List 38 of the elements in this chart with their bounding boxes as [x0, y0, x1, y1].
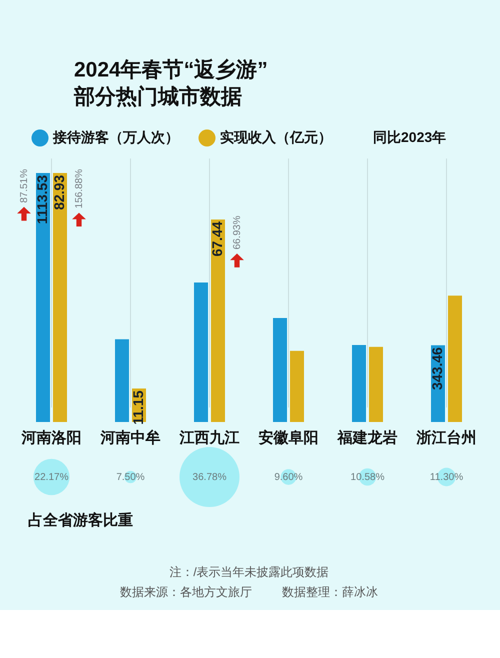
bar	[448, 296, 462, 422]
data-label: 36.78%	[192, 472, 227, 483]
data-label: 22.17%	[34, 472, 69, 483]
chart-title: 2024年春节“返乡游” 部分热门城市数据	[73, 57, 268, 108]
x-tick-label: 河南洛阳	[20, 430, 82, 446]
text: 数据整理：薛冰冰	[282, 585, 378, 599]
source-note: 数据来源：各地方文旅厅	[120, 585, 252, 599]
annotation: 66.93%	[232, 216, 243, 250]
bar	[53, 173, 67, 422]
bar	[273, 318, 287, 422]
bar	[115, 339, 129, 422]
bar	[352, 344, 366, 422]
bar	[211, 220, 225, 422]
data-label: 11.30%	[430, 472, 464, 483]
bar	[36, 173, 50, 422]
x-tick-label: 浙江台州	[416, 430, 476, 446]
annotation: 87.51%	[19, 168, 30, 203]
data-label: 82.93	[51, 174, 67, 210]
text: 占全省游客比重	[28, 511, 133, 529]
text: 同比2023年	[373, 129, 446, 145]
x-tick-label: 江西九江	[178, 430, 240, 446]
annotation: 156.88%	[74, 168, 85, 208]
bar	[290, 350, 304, 422]
x-tick-label: 安徽阜阳	[258, 428, 318, 446]
data-label: 10.58%	[350, 472, 385, 483]
data-label: 7.50%	[116, 472, 145, 483]
data-label: 11.15	[130, 390, 146, 425]
data-label: 343.46	[429, 346, 445, 390]
data-label: 9.60%	[274, 472, 303, 483]
data-label: 67.44	[209, 221, 225, 257]
legend-label: 接待游客（万人次）	[52, 129, 179, 145]
data-label: 1113.53	[34, 174, 50, 224]
x-tick-label: 福建龙岩	[336, 430, 398, 446]
bar	[194, 282, 208, 422]
legend-label: 实现收入（亿元）	[220, 129, 332, 145]
bar	[369, 346, 383, 422]
x-tick-label: 河南中牟	[100, 428, 160, 446]
text: 注：/表示当年未披露此项数据	[169, 565, 329, 579]
